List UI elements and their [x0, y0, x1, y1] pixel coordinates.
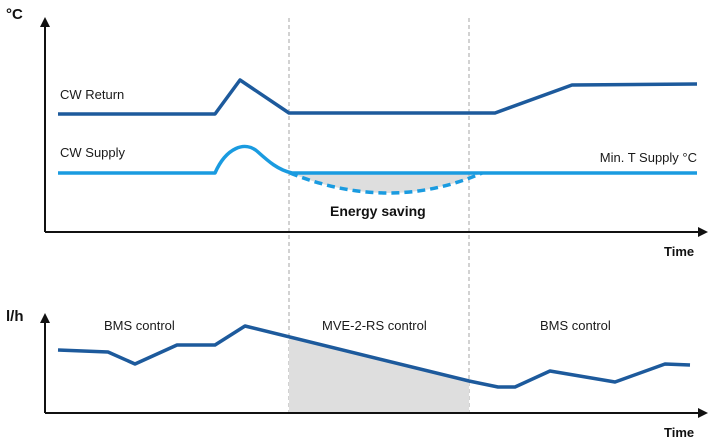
- cw-return-label: CW Return: [60, 87, 124, 102]
- top-x-label: Time: [664, 244, 694, 259]
- energy-saving-label: Energy saving: [330, 203, 426, 219]
- flow-chart: l/h Time BMS control MVE-2-RS control BM…: [6, 308, 708, 440]
- zone-label-left: BMS control: [104, 318, 175, 333]
- cw-return-line: [58, 78, 698, 116]
- zone-label-middle: MVE-2-RS control: [322, 318, 427, 333]
- flow-reduction-area: [289, 337, 469, 413]
- lowered-supply-dashed-line: [289, 171, 483, 195]
- cw-supply-label: CW Supply: [60, 145, 126, 160]
- bottom-x-label: Time: [664, 425, 694, 440]
- min-supply-label: Min. T Supply °C: [600, 150, 697, 165]
- temperature-chart: °C Time CW Return CW Supply Min. T Suppl…: [6, 6, 708, 415]
- zone-label-right: BMS control: [540, 318, 611, 333]
- flow-rate-line: [57, 324, 691, 389]
- top-y-unit: °C: [6, 6, 23, 23]
- bottom-y-unit: l/h: [6, 308, 24, 325]
- cw-supply-line: [58, 144, 697, 175]
